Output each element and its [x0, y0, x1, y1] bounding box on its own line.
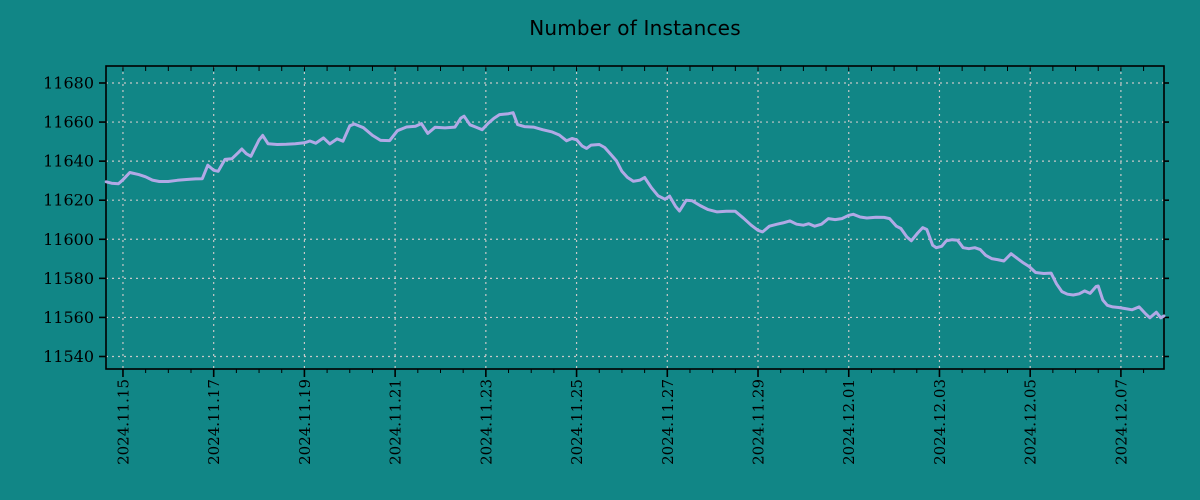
x-tick-label: 2024.12.01	[840, 379, 858, 465]
y-tick-label: 11540	[43, 347, 94, 366]
y-tick-label: 11640	[43, 152, 94, 171]
y-tick-label: 11560	[43, 308, 94, 327]
x-tick-label: 2024.12.03	[931, 379, 949, 465]
x-tick-label: 2024.11.25	[568, 379, 586, 465]
y-tick-label: 11660	[43, 113, 94, 132]
x-tick-label: 2024.11.15	[114, 379, 132, 465]
y-tick-label: 11600	[43, 230, 94, 249]
x-tick-label: 2024.12.07	[1112, 379, 1130, 465]
x-tick-label: 2024.11.17	[205, 379, 223, 465]
x-tick-label: 2024.12.05	[1022, 379, 1040, 465]
x-tick-label: 2024.11.29	[750, 379, 768, 465]
y-tick-label: 11620	[43, 191, 94, 210]
y-tick-label: 11580	[43, 269, 94, 288]
x-tick-label: 2024.11.23	[477, 379, 495, 465]
x-tick-label: 2024.11.19	[296, 379, 314, 465]
y-tick-label: 11680	[43, 73, 94, 92]
x-tick-label: 2024.11.27	[659, 379, 677, 465]
chart-title: Number of Instances	[529, 16, 741, 40]
instances-series-line	[104, 111, 1166, 320]
axes-border	[105, 65, 1165, 370]
x-tick-label: 2024.11.21	[387, 379, 405, 465]
